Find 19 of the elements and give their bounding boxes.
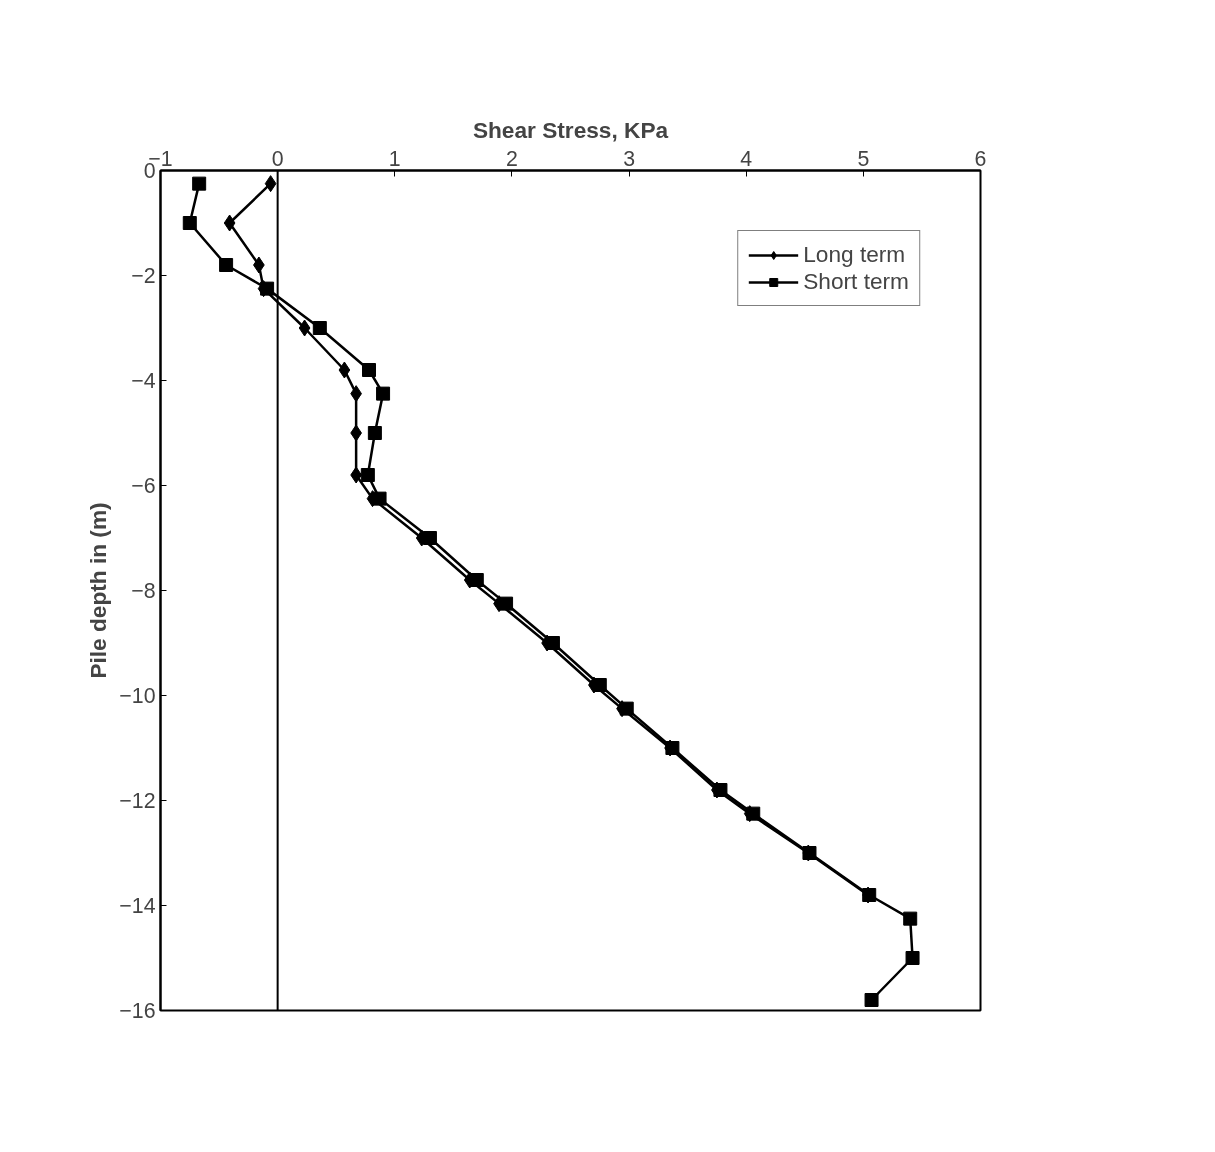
y-tick-label: −4: [131, 369, 156, 393]
x-tick-label: 1: [388, 146, 401, 171]
x-tick-label: 4: [740, 146, 753, 171]
y-tick-label: −8: [131, 579, 156, 603]
y-tick-label: −6: [131, 474, 156, 498]
x-tick-label: 0: [271, 146, 284, 171]
y-tick-label: −2: [131, 264, 156, 288]
y-tick-label: −12: [119, 789, 156, 813]
x-tick-label: 2: [506, 146, 518, 171]
y-axis-title: Pile depth in (m): [85, 502, 112, 679]
y-tick-label: −16: [119, 999, 156, 1023]
x-tick-label: 6: [974, 146, 987, 171]
y-tick-label: −14: [119, 894, 156, 918]
x-axis-title: Shear Stress, KPa: [472, 116, 669, 143]
y-tick-label: −10: [119, 684, 156, 708]
x-tick-label: 5: [857, 146, 870, 171]
x-tick-label: 3: [623, 146, 636, 171]
legend-label: Long term: [803, 241, 906, 268]
legend-label: Short term: [803, 268, 909, 295]
